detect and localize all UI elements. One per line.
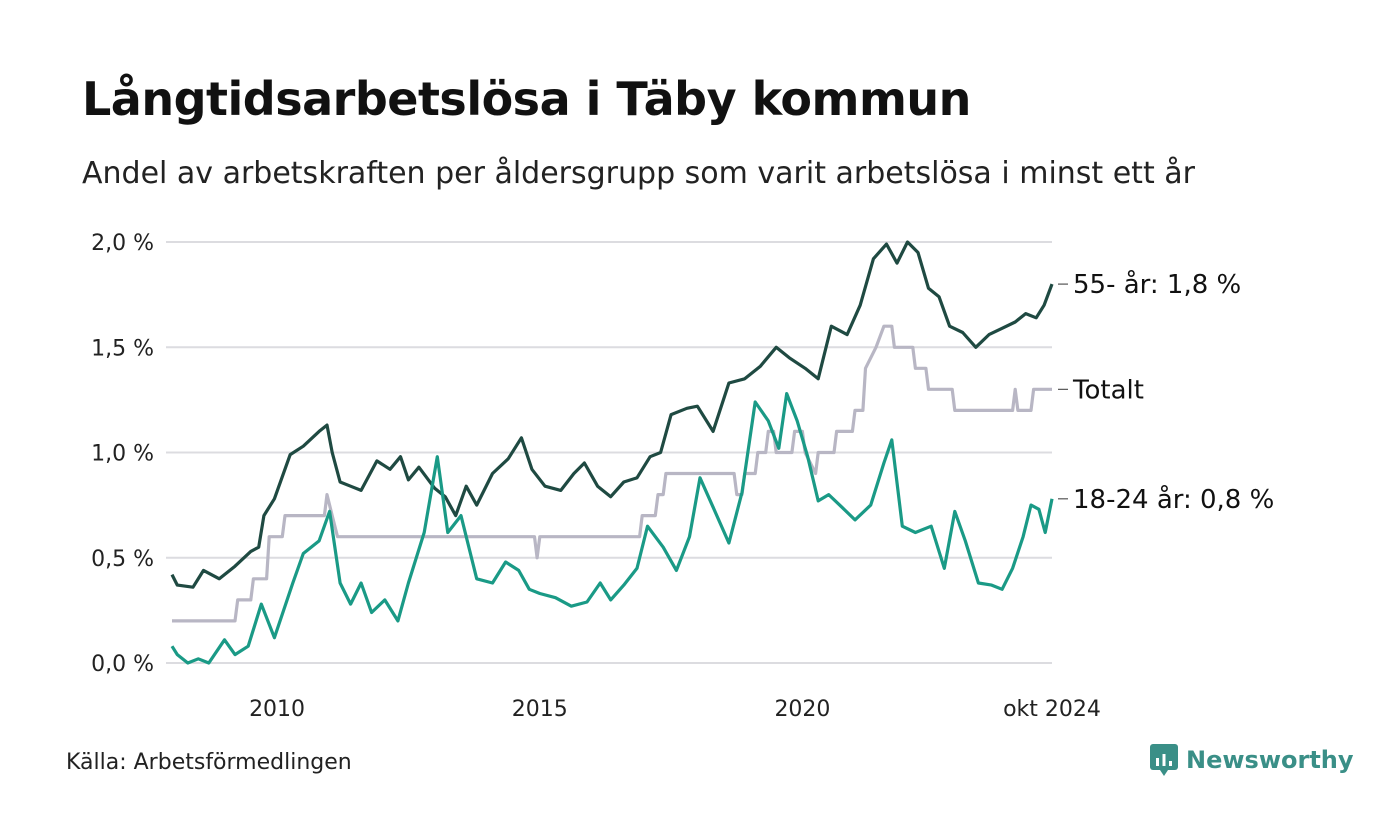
y-tick-label: 1,0 % xyxy=(91,442,154,467)
x-tick-label: 2015 xyxy=(512,697,568,722)
brand-logo[interactable]: Newsworthy xyxy=(1150,744,1354,776)
series-end-label: Totalt xyxy=(1072,375,1144,405)
brand-name: Newsworthy xyxy=(1186,746,1354,774)
y-tick-label: 2,0 % xyxy=(91,231,154,256)
x-axis-ticks: 2010 2015 2020 okt 2024 xyxy=(249,697,1101,722)
series-line-totalt xyxy=(172,324,1052,623)
x-tick-label: okt 2024 xyxy=(1003,697,1101,722)
series-end-label: 18-24 år: 0,8 % xyxy=(1073,484,1274,515)
series-line-18-24-r xyxy=(170,392,1054,665)
y-tick-label: 0,5 % xyxy=(91,547,154,572)
chart-title: Långtidsarbetslösa i Täby kommun xyxy=(82,72,971,126)
newsworthy-logo-icon xyxy=(1150,744,1178,776)
y-axis-ticks: 0,0 % 0,5 % 1,0 % 1,5 % 2,0 % xyxy=(91,231,154,677)
source-note: Källa: Arbetsförmedlingen xyxy=(66,750,352,775)
y-tick-label: 0,0 % xyxy=(91,652,154,677)
series-labels: 55- år: 1,8 % Totalt 18-24 år: 0,8 % xyxy=(1058,269,1274,515)
x-tick-label: 2020 xyxy=(774,697,830,722)
series-lines xyxy=(170,240,1054,665)
series-line-55-r xyxy=(170,240,1054,589)
y-tick-label: 1,5 % xyxy=(91,336,154,361)
chart-subtitle: Andel av arbetskraften per åldersgrupp s… xyxy=(82,156,1195,191)
series-end-label: 55- år: 1,8 % xyxy=(1073,269,1241,300)
x-tick-label: 2010 xyxy=(249,697,305,722)
